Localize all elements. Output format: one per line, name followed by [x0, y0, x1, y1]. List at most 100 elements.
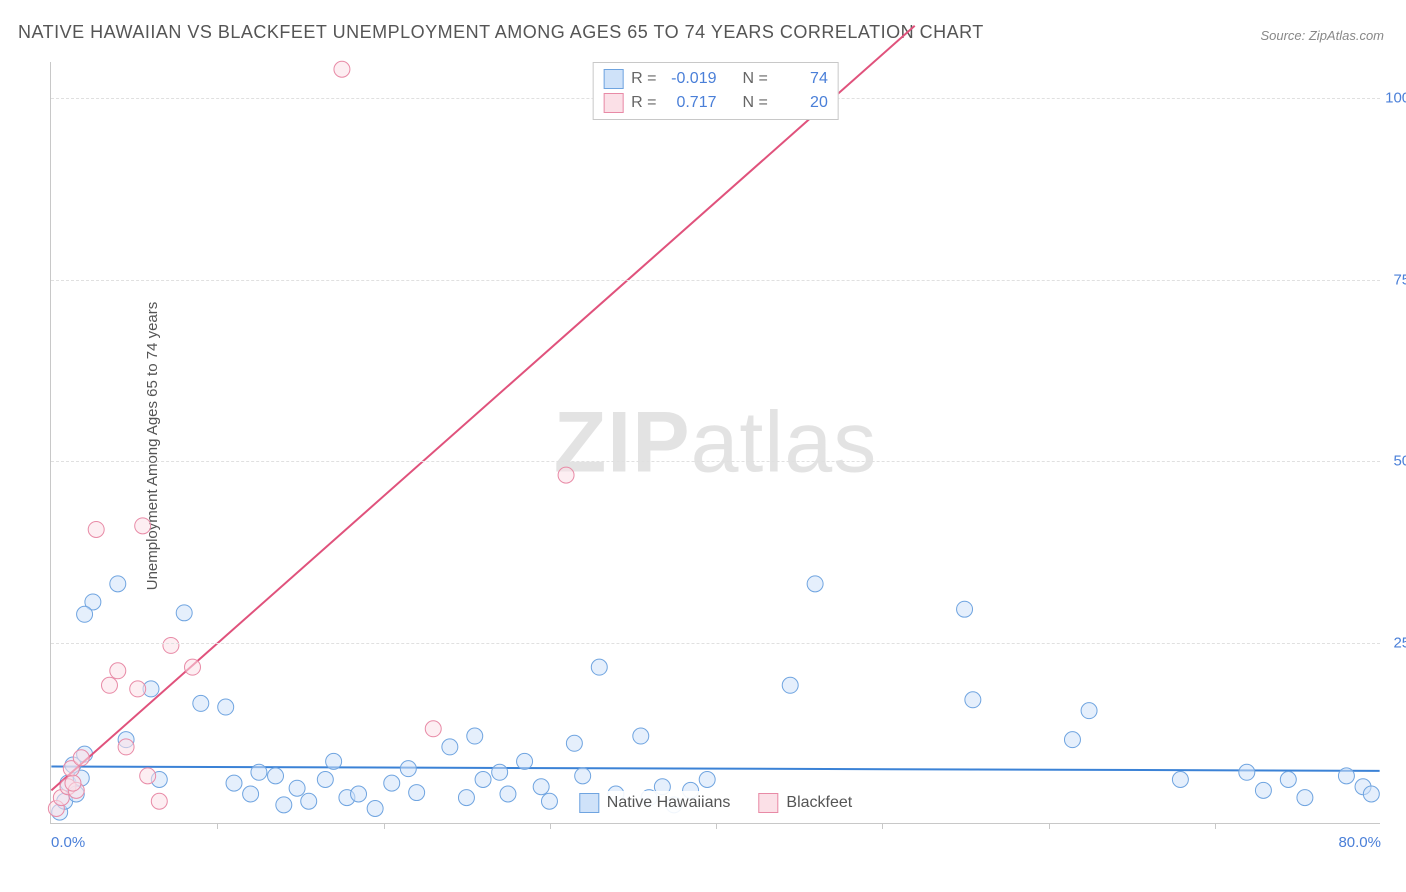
- x-tick-mark: [716, 823, 717, 829]
- data-point: [334, 61, 350, 77]
- y-tick-label: 50.0%: [1382, 453, 1406, 470]
- data-point: [73, 750, 89, 766]
- data-point: [276, 797, 292, 813]
- data-point: [591, 659, 607, 675]
- data-point: [807, 576, 823, 592]
- data-point: [101, 677, 117, 693]
- data-point: [633, 728, 649, 744]
- data-point: [1280, 772, 1296, 788]
- swatch-blackfeet: [603, 93, 623, 113]
- r-value-hawaiians: -0.019: [665, 70, 717, 88]
- data-point: [965, 692, 981, 708]
- gridline: [51, 461, 1380, 462]
- data-point: [957, 601, 973, 617]
- gridline: [51, 643, 1380, 644]
- n-value-hawaiians: 74: [776, 70, 828, 88]
- data-point: [226, 775, 242, 791]
- n-label: N =: [743, 70, 768, 88]
- data-point: [400, 761, 416, 777]
- r-label: R =: [631, 94, 656, 112]
- data-point: [289, 780, 305, 796]
- data-point: [533, 779, 549, 795]
- data-point: [351, 786, 367, 802]
- n-value-blackfeet: 20: [776, 94, 828, 112]
- data-point: [317, 772, 333, 788]
- data-point: [1297, 790, 1313, 806]
- data-point: [558, 467, 574, 483]
- data-point: [425, 721, 441, 737]
- regression-line: [51, 26, 914, 791]
- y-tick-label: 75.0%: [1382, 271, 1406, 288]
- legend-item-blackfeet: Blackfeet: [758, 793, 852, 813]
- data-point: [1338, 768, 1354, 784]
- data-point: [110, 663, 126, 679]
- swatch-blackfeet-bottom: [758, 793, 778, 813]
- data-point: [467, 728, 483, 744]
- data-point: [384, 775, 400, 791]
- data-point: [517, 753, 533, 769]
- x-tick-label: 80.0%: [1338, 834, 1381, 851]
- x-tick-mark: [882, 823, 883, 829]
- data-point: [65, 775, 81, 791]
- legend-row-blackfeet: R = 0.717 N = 20: [603, 91, 828, 115]
- data-point: [566, 735, 582, 751]
- r-label: R =: [631, 70, 656, 88]
- legend-row-hawaiians: R = -0.019 N = 74: [603, 67, 828, 91]
- data-point: [500, 786, 516, 802]
- legend-label-blackfeet: Blackfeet: [786, 794, 852, 812]
- data-point: [1363, 786, 1379, 802]
- data-point: [163, 637, 179, 653]
- chart-title: NATIVE HAWAIIAN VS BLACKFEET UNEMPLOYMEN…: [18, 22, 984, 43]
- data-point: [185, 659, 201, 675]
- data-point: [1064, 732, 1080, 748]
- data-point: [1172, 772, 1188, 788]
- data-point: [492, 764, 508, 780]
- scatter-plot-svg: [51, 62, 1380, 823]
- x-tick-mark: [384, 823, 385, 829]
- data-point: [326, 753, 342, 769]
- data-point: [88, 521, 104, 537]
- correlation-legend: R = -0.019 N = 74 R = 0.717 N = 20: [592, 62, 839, 120]
- data-point: [176, 605, 192, 621]
- data-point: [1239, 764, 1255, 780]
- data-point: [1255, 782, 1271, 798]
- data-point: [118, 739, 134, 755]
- series-legend: Native Hawaiians Blackfeet: [571, 791, 860, 815]
- data-point: [442, 739, 458, 755]
- data-point: [541, 793, 557, 809]
- data-point: [782, 677, 798, 693]
- data-point: [193, 695, 209, 711]
- data-point: [243, 786, 259, 802]
- data-point: [409, 785, 425, 801]
- data-point: [140, 768, 156, 784]
- plot-area: ZIPatlas R = -0.019 N = 74 R = 0.717 N =…: [50, 62, 1380, 824]
- data-point: [251, 764, 267, 780]
- x-tick-mark: [1215, 823, 1216, 829]
- y-tick-label: 25.0%: [1382, 634, 1406, 651]
- data-point: [268, 768, 284, 784]
- swatch-hawaiians: [603, 69, 623, 89]
- gridline: [51, 280, 1380, 281]
- data-point: [575, 768, 591, 784]
- data-point: [1081, 703, 1097, 719]
- r-value-blackfeet: 0.717: [665, 94, 717, 112]
- data-point: [130, 681, 146, 697]
- x-tick-mark: [217, 823, 218, 829]
- legend-item-hawaiians: Native Hawaiians: [579, 793, 731, 813]
- data-point: [475, 772, 491, 788]
- data-point: [218, 699, 234, 715]
- data-point: [699, 772, 715, 788]
- data-point: [367, 801, 383, 817]
- data-point: [110, 576, 126, 592]
- legend-label-hawaiians: Native Hawaiians: [607, 794, 731, 812]
- data-point: [135, 518, 151, 534]
- swatch-hawaiians-bottom: [579, 793, 599, 813]
- y-tick-label: 100.0%: [1382, 90, 1406, 107]
- n-label: N =: [743, 94, 768, 112]
- x-tick-label: 0.0%: [51, 834, 85, 851]
- source-attribution: Source: ZipAtlas.com: [1260, 28, 1384, 43]
- data-point: [458, 790, 474, 806]
- x-tick-mark: [1049, 823, 1050, 829]
- x-tick-mark: [550, 823, 551, 829]
- data-point: [151, 793, 167, 809]
